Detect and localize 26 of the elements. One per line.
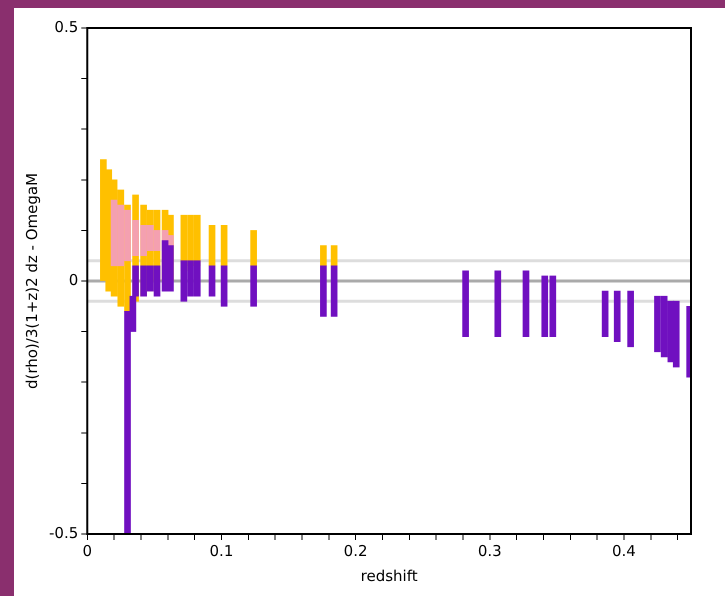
bar bbox=[462, 270, 469, 337]
bar bbox=[320, 245, 327, 266]
bar bbox=[330, 265, 338, 317]
bar bbox=[220, 225, 228, 266]
y-tick-label: 0.5 bbox=[54, 18, 78, 36]
bar bbox=[522, 270, 530, 337]
bar bbox=[320, 265, 327, 317]
x-tick-label: 0.3 bbox=[478, 542, 502, 560]
x-tick-label: 0.1 bbox=[210, 542, 234, 560]
bar bbox=[494, 270, 502, 337]
x-axis-title: redshift bbox=[360, 566, 418, 585]
x-tick-label: 0.4 bbox=[612, 542, 636, 560]
y-axis-title: d(rho)/3(1+z)2 dz - OmegaM bbox=[22, 172, 41, 390]
y-tick-label: -0.5 bbox=[48, 524, 78, 542]
y-tick-label: 0 bbox=[68, 270, 78, 289]
bar bbox=[220, 265, 228, 307]
bar bbox=[627, 290, 634, 348]
bar bbox=[250, 265, 257, 307]
bar bbox=[208, 225, 216, 266]
bar bbox=[614, 290, 621, 342]
bar bbox=[208, 265, 216, 297]
x-tick-label: 0.2 bbox=[344, 542, 368, 560]
x-tick-label: 0 bbox=[82, 542, 92, 560]
bar bbox=[330, 245, 338, 266]
bar bbox=[250, 230, 257, 266]
bar bbox=[602, 290, 608, 337]
